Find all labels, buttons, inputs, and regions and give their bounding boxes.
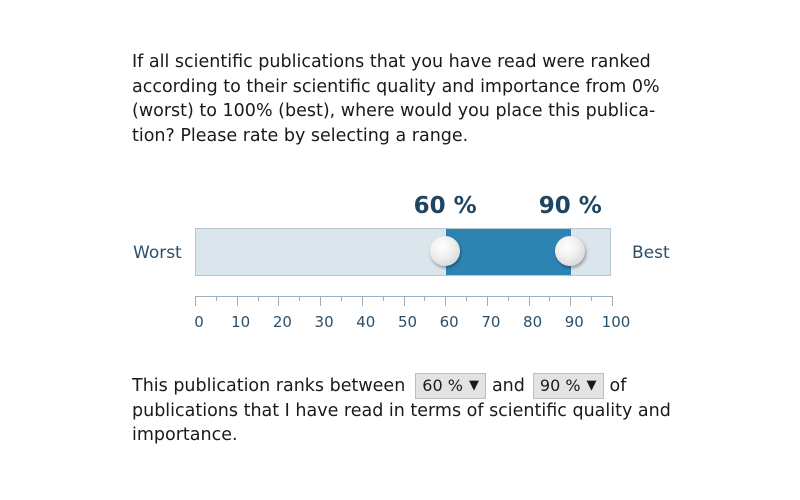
tick-label: 40 (356, 313, 376, 331)
major-tick (445, 296, 447, 306)
major-tick (612, 296, 613, 306)
high-range-select-value: 90 % (539, 376, 581, 395)
question-line: according to their scientific quality an… (132, 76, 660, 97)
minor-tick (299, 296, 301, 301)
major-tick (278, 296, 280, 306)
major-tick (320, 296, 322, 306)
minor-tick (466, 296, 468, 301)
tick-label: 20 (272, 313, 292, 331)
tick-label: 70 (481, 313, 501, 331)
high-value-label: 90 % (538, 193, 602, 219)
minor-tick (591, 296, 593, 301)
answer-sentence: This publication ranks between 60 % ▼ an… (132, 373, 692, 447)
answer-line-3: importance. (132, 425, 238, 445)
major-tick (486, 296, 488, 306)
best-label: Best (632, 243, 670, 263)
answer-line-2: publications that I have read in terms o… (132, 401, 671, 421)
question-line: If all scientific publications that you … (132, 52, 651, 72)
major-tick (236, 296, 238, 306)
low-range-select-value: 60 % (422, 376, 463, 395)
tick-label: 80 (523, 313, 543, 331)
dropdown-arrow-icon: ▼ (586, 378, 597, 393)
tick-label: 50 (397, 313, 418, 331)
high-handle[interactable] (555, 236, 586, 266)
tick-label: 90 (564, 313, 584, 331)
range-slider-track[interactable] (195, 228, 611, 276)
low-range-select[interactable]: 60 % ▼ (415, 373, 486, 399)
high-range-select[interactable]: 90 % ▼ (532, 373, 604, 399)
dropdown-arrow-icon: ▼ (468, 378, 479, 393)
low-value-label: 60 % (413, 193, 477, 219)
minor-tick (257, 296, 259, 301)
tick-label: 30 (314, 313, 334, 331)
question-text: If all scientific publications that you … (132, 50, 672, 148)
minor-tick (507, 296, 509, 301)
question-line: (worst) to 100% (best), where would you … (132, 101, 656, 121)
tick-label: 0 (194, 313, 204, 331)
major-tick (570, 296, 572, 306)
low-handle[interactable] (430, 236, 461, 266)
worst-label: Worst (133, 243, 182, 263)
question-line: tion? Please rate by selecting a range. (132, 125, 469, 146)
selected-range-fill[interactable] (446, 229, 572, 275)
major-tick (528, 296, 530, 306)
minor-tick (382, 296, 384, 301)
answer-connector: and (491, 376, 525, 396)
minor-tick (424, 296, 426, 301)
major-tick (361, 296, 363, 306)
tick-label: 10 (231, 313, 251, 331)
major-tick (403, 296, 405, 306)
answer-prefix: This publication ranks between (132, 376, 406, 396)
minor-tick (549, 296, 551, 301)
minor-tick (340, 296, 342, 301)
tick-label: 100 (601, 313, 631, 331)
answer-suffix: of (609, 376, 627, 396)
tick-label: 60 (439, 313, 459, 331)
major-tick (195, 296, 196, 306)
minor-tick (215, 296, 217, 301)
